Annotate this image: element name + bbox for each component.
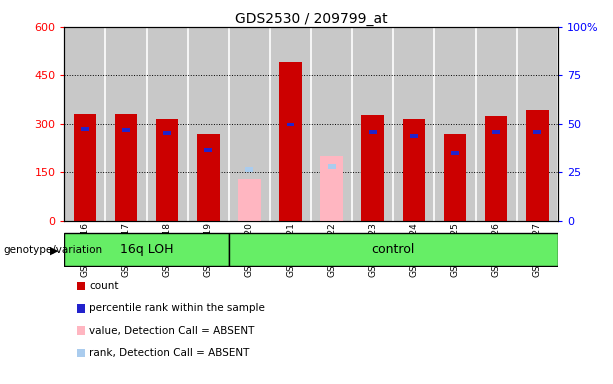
Bar (229, 233, 558, 266)
Bar (321, 156, 343, 221)
Text: rank, Detection Call = ABSENT: rank, Detection Call = ABSENT (89, 348, 250, 358)
Bar (394, 27, 435, 221)
Text: genotype/variation: genotype/variation (3, 245, 102, 255)
Bar (115, 114, 137, 221)
Bar (64, 233, 229, 266)
Bar (156, 119, 178, 221)
Bar (403, 119, 425, 221)
Bar (410, 134, 418, 138)
Bar (311, 27, 352, 221)
Bar (245, 167, 253, 172)
Bar (444, 134, 466, 221)
Bar (81, 127, 89, 131)
Bar (238, 179, 261, 221)
Bar (280, 63, 302, 221)
Bar (328, 164, 335, 169)
Bar (369, 130, 377, 134)
Text: ▶: ▶ (50, 245, 59, 255)
Bar (492, 130, 500, 134)
Bar (485, 116, 508, 221)
Bar (105, 27, 147, 221)
Bar (352, 27, 394, 221)
Bar (163, 131, 171, 135)
Bar (362, 115, 384, 221)
Text: count: count (89, 281, 119, 291)
Bar (122, 128, 130, 132)
Bar (526, 110, 549, 221)
Text: control: control (371, 243, 415, 256)
Bar (533, 130, 541, 134)
Bar (476, 27, 517, 221)
Bar (147, 27, 188, 221)
Bar (287, 122, 294, 126)
Text: percentile rank within the sample: percentile rank within the sample (89, 303, 265, 313)
Bar (435, 27, 476, 221)
Text: value, Detection Call = ABSENT: value, Detection Call = ABSENT (89, 326, 255, 336)
Bar (229, 27, 270, 221)
Bar (204, 148, 212, 152)
Bar (517, 27, 558, 221)
Bar (74, 114, 96, 221)
Bar (451, 151, 459, 155)
Bar (197, 134, 219, 221)
Bar (188, 27, 229, 221)
Text: 16q LOH: 16q LOH (120, 243, 173, 256)
Bar (270, 27, 311, 221)
Bar (64, 27, 105, 221)
Title: GDS2530 / 209799_at: GDS2530 / 209799_at (235, 12, 387, 26)
